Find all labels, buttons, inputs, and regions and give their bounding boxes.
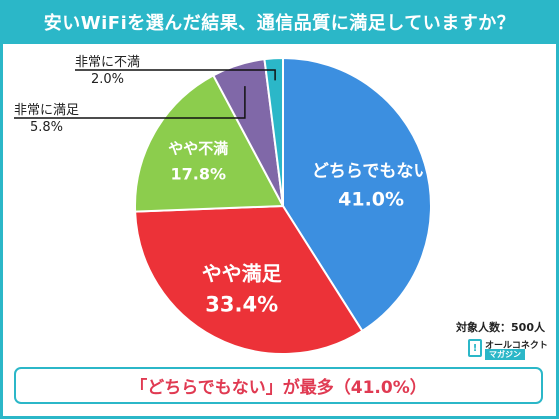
leader-line-very-satisfied xyxy=(14,86,246,119)
slice-name-somewhat-dissatisfied: やや不満 xyxy=(168,139,228,157)
outside-label-very-dissatisfied: 非常に不満 2.0% xyxy=(75,54,140,88)
slice-value-neutral: 41.0% xyxy=(338,188,404,210)
slice-value-very-dissatisfied: 2.0% xyxy=(91,72,125,87)
summary-box: 「どちらでもない」が最多（41.0%） xyxy=(14,367,543,404)
pie-slice-very-dissatisfied xyxy=(263,56,284,207)
slice-value-somewhat-dissatisfied: 17.8% xyxy=(171,164,227,183)
slice-name-neutral: どちらでもない xyxy=(312,161,431,181)
pie-slice-somewhat-dissatisfied xyxy=(134,74,285,213)
page-title: 安いWiFiを選んだ結果、通信品質に満足していますか？ xyxy=(43,13,516,34)
leader-line-very-dissatisfied xyxy=(75,69,276,81)
logo-text-bottom: マガジン xyxy=(485,349,525,360)
brand-logo: ! オールコネクト マガジン xyxy=(468,338,548,360)
sample-size: 対象人数：500人 xyxy=(456,321,545,334)
slice-name-somewhat-satisfied: やや満足 xyxy=(202,262,283,286)
slice-name-very-dissatisfied: 非常に不満 xyxy=(75,55,141,70)
slice-value-somewhat-satisfied: 33.4% xyxy=(205,293,278,317)
summary-text: 「どちらでもない」が最多（41.0%） xyxy=(130,378,427,398)
slice-name-very-satisfied: 非常に満足 xyxy=(14,103,80,118)
title-bar: 安いWiFiを選んだ結果、通信品質に満足していますか？ xyxy=(0,0,559,44)
outside-label-very-satisfied: 非常に満足 5.8% xyxy=(14,102,79,136)
slice-value-very-satisfied: 5.8% xyxy=(30,120,64,135)
pie-slice-somewhat-satisfied xyxy=(134,204,364,355)
logo-mark-icon: ! xyxy=(468,339,482,357)
logo-text-top: オールコネクト xyxy=(485,341,548,351)
pie-chart: どちらでもない 41.0% やや満足 33.4% やや不満 17.8% xyxy=(14,56,432,355)
